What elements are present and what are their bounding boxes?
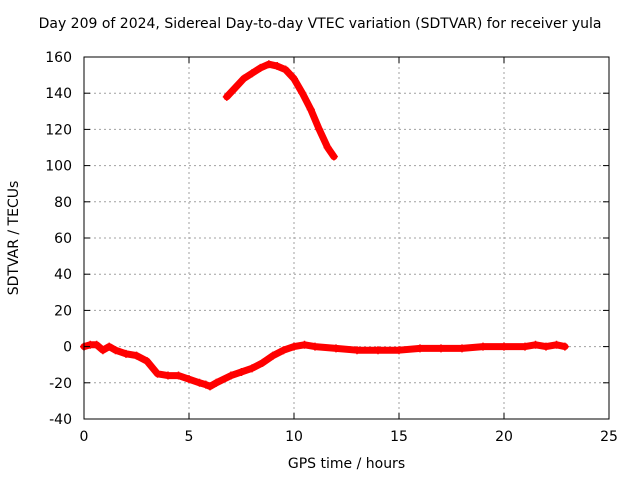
data-point	[521, 342, 529, 351]
x-tick-label: 10	[285, 429, 303, 445]
data-point	[290, 342, 298, 351]
data-point	[273, 62, 282, 71]
data-point	[437, 344, 445, 353]
data-point	[300, 340, 309, 349]
data-point	[281, 65, 290, 74]
y-tick-label: 60	[54, 231, 72, 247]
data-point	[416, 344, 424, 353]
data-point	[227, 371, 235, 380]
data-point	[201, 380, 210, 389]
y-tick-label: 40	[54, 267, 72, 283]
data-point	[332, 344, 340, 353]
data-point	[174, 371, 183, 380]
data-point	[395, 346, 403, 355]
data-point	[164, 371, 172, 380]
data-point	[542, 342, 550, 351]
data-point	[374, 346, 382, 355]
data-point	[222, 92, 231, 101]
y-tick-label: 0	[63, 340, 72, 356]
data-point	[122, 349, 130, 358]
data-point	[353, 346, 361, 355]
data-point	[306, 105, 315, 114]
axis-ticks: 0 5 10 15 20 25 -40 -20 0 20 40 60 80 100 120 140 160	[45, 50, 618, 445]
data-point	[500, 342, 508, 351]
data-point	[560, 342, 569, 351]
data-point	[256, 63, 265, 72]
data-point	[248, 364, 256, 373]
y-tick-label: 120	[45, 122, 72, 138]
data-point	[458, 344, 466, 353]
y-tick-label: 80	[54, 195, 72, 211]
y-tick-label: 140	[45, 86, 72, 102]
data-point	[311, 342, 319, 351]
y-tick-label: 160	[45, 50, 72, 66]
data-point	[264, 60, 273, 69]
data-point	[479, 342, 487, 351]
data-point	[92, 340, 101, 349]
data-point	[279, 346, 288, 355]
x-tick-label: 15	[390, 429, 408, 445]
x-tick-label: 5	[185, 429, 194, 445]
data-point	[248, 69, 256, 78]
data-point	[153, 369, 162, 378]
data-point	[329, 152, 338, 161]
data-point	[143, 357, 151, 366]
data-point	[111, 346, 120, 355]
data-point	[269, 351, 277, 360]
data-point	[206, 382, 214, 391]
y-tick-label: -40	[49, 412, 72, 428]
grid-lines	[84, 57, 609, 419]
data-point	[552, 340, 561, 349]
chart-title: Day 209 of 2024, Sidereal Day-to-day VTE…	[38, 16, 602, 32]
data-point	[258, 358, 267, 367]
data-point	[195, 378, 204, 387]
x-tick-label: 25	[600, 429, 618, 445]
y-axis-label: SDTVAR / TECUs	[6, 180, 22, 296]
data-point	[212, 378, 221, 387]
data-point	[323, 143, 332, 152]
data-point	[531, 340, 540, 349]
data-point	[298, 89, 307, 98]
series-trace	[80, 341, 569, 390]
data-series	[80, 60, 569, 391]
data-point	[231, 83, 240, 92]
data-point	[315, 125, 324, 134]
y-tick-label: 100	[45, 159, 72, 175]
data-point	[98, 346, 107, 355]
data-point	[132, 351, 141, 360]
x-axis-label: GPS time / hours	[287, 456, 406, 472]
series-trace	[223, 60, 338, 161]
data-point	[239, 74, 248, 83]
data-point	[290, 74, 298, 83]
y-tick-label: -20	[49, 376, 72, 392]
data-point	[105, 342, 114, 351]
x-tick-label: 0	[80, 429, 89, 445]
y-tick-label: 20	[54, 303, 72, 319]
x-tick-label: 20	[495, 429, 513, 445]
data-point	[237, 367, 246, 376]
data-point	[185, 375, 193, 384]
